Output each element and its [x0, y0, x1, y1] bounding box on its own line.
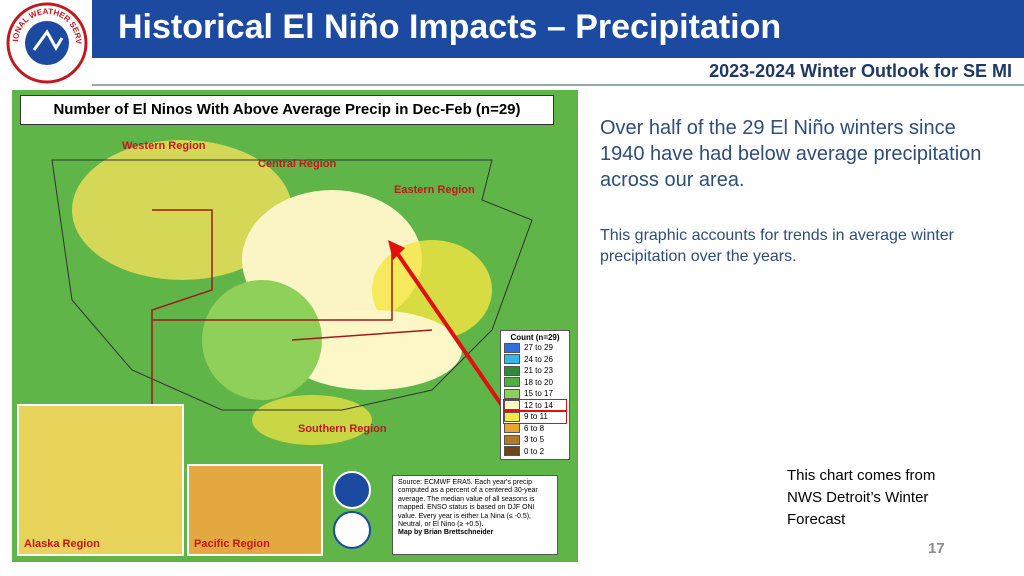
legend-swatch	[504, 365, 520, 376]
legend-item: 0 to 2	[504, 446, 566, 458]
legend-item: 15 to 17	[504, 388, 566, 400]
credit: Map by Brian Brettschneider	[398, 529, 494, 537]
legend-swatch	[504, 377, 520, 388]
legend-label: 0 to 2	[524, 446, 545, 456]
legend-swatch	[504, 400, 520, 411]
legend: Count (n=29) 27 to 29 24 to 26 21 to 23 18 …	[500, 330, 570, 460]
legend-item: 27 to 29	[504, 342, 566, 354]
paragraph: This graphic accounts for trends in aver…	[600, 227, 954, 265]
legend-label: 15 to 17	[524, 389, 553, 399]
region-label: Eastern Region	[394, 184, 475, 196]
rule	[92, 84, 1024, 86]
source-box: Source: ECMWF ERA5. Each year's precip c…	[392, 475, 558, 555]
legend-item: 18 to 20	[504, 377, 566, 389]
legend-swatch	[504, 388, 520, 399]
nws-logo: NATIONAL WEATHER SERVICE	[6, 2, 88, 84]
map-image: Number of El Ninos With Above Average Pr…	[12, 90, 578, 562]
legend-label: 12 to 14	[524, 400, 553, 410]
legend-item: 12 to 14	[503, 398, 567, 412]
note: This chart comes from NWS Detroit’s Wint…	[787, 467, 936, 528]
legend-swatch	[504, 354, 520, 365]
region-label: Central Region	[258, 158, 337, 170]
paragraph: Over half of the 29 El Niño winters sinc…	[600, 117, 982, 191]
legend-item: 3 to 5	[504, 434, 566, 446]
legend-swatch	[504, 434, 520, 445]
source-text: Source: ECMWF ERA5. Each year's precip c…	[398, 479, 538, 528]
legend-label: 24 to 26	[524, 354, 553, 364]
legend-label: 18 to 20	[524, 377, 553, 387]
legend-item: 9 to 11	[503, 410, 567, 424]
page-number: 17	[928, 540, 945, 557]
map-title: Number of El Ninos With Above Average Pr…	[20, 95, 554, 125]
legend-label: 6 to 8	[524, 423, 545, 433]
region-label: Southern Region	[298, 423, 387, 435]
legend-swatch	[504, 423, 520, 434]
region-label: Pacific Region	[194, 538, 270, 550]
legend-title: Count (n=29)	[510, 333, 560, 342]
region-label: Alaska Region	[24, 538, 100, 550]
legend-label: 9 to 11	[524, 412, 548, 422]
legend-swatch	[504, 342, 520, 353]
legend-swatch	[504, 446, 520, 457]
legend-label: 3 to 5	[524, 435, 545, 445]
legend-item: 6 to 8	[504, 423, 566, 435]
legend-label: 21 to 23	[524, 366, 553, 376]
map-art	[17, 140, 533, 556]
legend-swatch	[504, 411, 520, 422]
legend-item: 21 to 23	[504, 365, 566, 377]
legend-item: 24 to 26	[504, 354, 566, 366]
slide-subtitle: 2023-2024 Winter Outlook for SE MI	[709, 61, 1012, 81]
legend-label: 27 to 29	[524, 343, 553, 353]
header-bar	[92, 0, 1024, 58]
region-label: Western Region	[122, 140, 206, 152]
slide-title: Historical El Niño Impacts – Precipitati…	[118, 8, 782, 46]
